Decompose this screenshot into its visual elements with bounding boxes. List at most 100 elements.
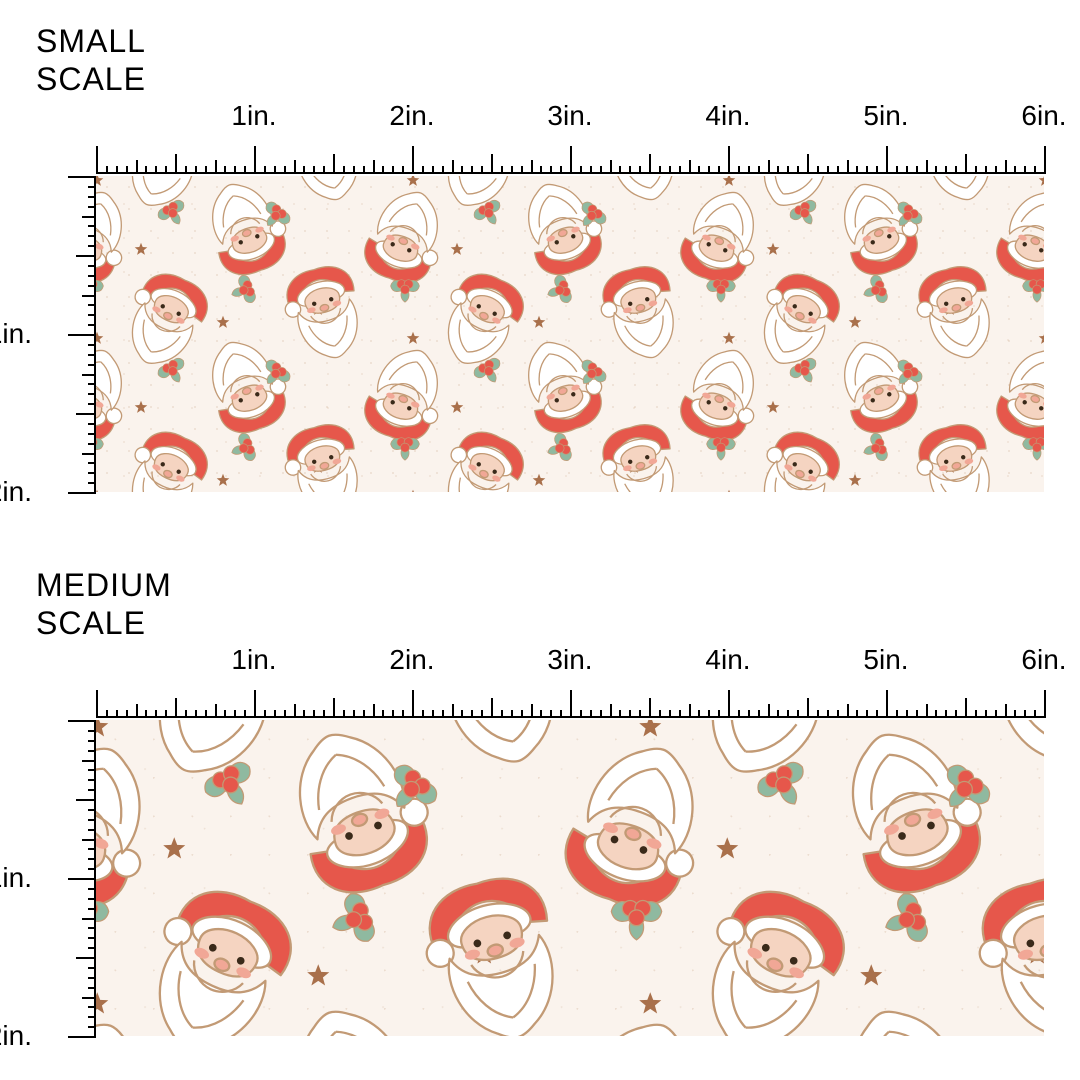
ruler-label: 2in. bbox=[0, 476, 32, 508]
ruler-tick bbox=[88, 740, 96, 742]
ruler-tick bbox=[82, 997, 96, 999]
ruler-tick bbox=[797, 710, 799, 718]
ruler-tick bbox=[935, 166, 937, 174]
ruler-tick bbox=[82, 760, 96, 762]
ruler-label: 2in. bbox=[389, 100, 434, 132]
ruler-tick bbox=[165, 710, 167, 718]
ruler-tick bbox=[136, 160, 138, 174]
santa-icon bbox=[538, 1010, 731, 1036]
ruler-tick bbox=[718, 710, 720, 718]
ruler-tick bbox=[758, 710, 760, 718]
ruler-label: 1in. bbox=[0, 862, 32, 894]
ruler-tick bbox=[244, 166, 246, 174]
ruler-label: 1in. bbox=[231, 644, 276, 676]
ruler-tick bbox=[274, 166, 276, 174]
ruler-tick bbox=[76, 255, 96, 257]
ruler-tick bbox=[432, 166, 434, 174]
ruler-tick bbox=[876, 166, 878, 174]
ruler-tick bbox=[88, 848, 96, 850]
ruler-tick bbox=[145, 166, 147, 174]
ruler-tick bbox=[294, 160, 296, 174]
ruler-tick bbox=[254, 690, 256, 718]
ruler-tick bbox=[155, 166, 157, 174]
holly-icon bbox=[96, 426, 107, 467]
ruler-label: 2in. bbox=[0, 1020, 32, 1052]
ruler-tick bbox=[136, 704, 138, 718]
holly-icon bbox=[96, 880, 115, 948]
ruler-tick bbox=[313, 710, 315, 718]
ruler-tick bbox=[817, 166, 819, 174]
ruler-tick bbox=[175, 154, 177, 174]
ruler-tick bbox=[1024, 166, 1026, 174]
ruler-tick bbox=[896, 710, 898, 718]
ruler-tick bbox=[540, 166, 542, 174]
ruler-tick bbox=[540, 710, 542, 718]
title-line-2: SCALE bbox=[36, 60, 146, 98]
ruler-tick bbox=[669, 166, 671, 174]
ruler-tick bbox=[856, 710, 858, 718]
ruler-tick bbox=[88, 225, 96, 227]
santa-icon bbox=[953, 720, 1044, 779]
ruler-tick bbox=[88, 393, 96, 395]
ruler-tick bbox=[945, 710, 947, 718]
ruler-tick bbox=[88, 1026, 96, 1028]
ruler-tick bbox=[244, 710, 246, 718]
ruler-tick bbox=[422, 710, 424, 718]
ruler-tick bbox=[88, 947, 96, 949]
ruler-tick bbox=[511, 166, 513, 174]
ruler-tick bbox=[807, 154, 809, 174]
ruler-tick bbox=[738, 710, 740, 718]
ruler-tick bbox=[373, 160, 375, 174]
ruler-tick bbox=[88, 472, 96, 474]
ruler-tick bbox=[88, 462, 96, 464]
ruler-tick bbox=[412, 146, 414, 174]
holly-icon bbox=[605, 880, 668, 948]
ruler-tick bbox=[610, 160, 612, 174]
ruler-tick bbox=[886, 690, 888, 718]
ruler-tick bbox=[234, 166, 236, 174]
ruler-tick bbox=[106, 710, 108, 718]
ruler-tick bbox=[264, 710, 266, 718]
ruler-tick bbox=[995, 166, 997, 174]
ruler-label: 5in. bbox=[863, 644, 908, 676]
holly-icon bbox=[96, 268, 107, 309]
ruler-tick bbox=[965, 698, 967, 718]
ruler-tick bbox=[205, 166, 207, 174]
ruler-tick bbox=[945, 166, 947, 174]
ruler-tick bbox=[195, 166, 197, 174]
ruler-tick bbox=[965, 154, 967, 174]
ruler-tick bbox=[708, 710, 710, 718]
ruler-tick bbox=[768, 160, 770, 174]
ruler-tick bbox=[768, 704, 770, 718]
ruler-tick bbox=[88, 285, 96, 287]
ruler-tick bbox=[550, 166, 552, 174]
ruler-tick bbox=[837, 166, 839, 174]
ruler-tick bbox=[995, 710, 997, 718]
ruler-label: 4in. bbox=[705, 644, 750, 676]
ruler-tick bbox=[866, 710, 868, 718]
ruler-tick bbox=[88, 750, 96, 752]
ruler-tick bbox=[106, 166, 108, 174]
ruler-tick bbox=[88, 314, 96, 316]
ruler-tick bbox=[224, 710, 226, 718]
santa-icon bbox=[953, 858, 1044, 1036]
ruler-tick bbox=[353, 166, 355, 174]
ruler-tick bbox=[215, 704, 217, 718]
ruler-tick bbox=[205, 710, 207, 718]
ruler-tick bbox=[82, 453, 96, 455]
fabric-swatch-small bbox=[96, 176, 1044, 492]
ruler-tick bbox=[906, 166, 908, 174]
ruler-tick bbox=[68, 492, 96, 494]
ruler-tick bbox=[975, 166, 977, 174]
ruler-tick bbox=[82, 216, 96, 218]
ruler-tick bbox=[639, 710, 641, 718]
holly-icon bbox=[703, 426, 739, 467]
santa-icon bbox=[270, 413, 380, 492]
ruler-tick bbox=[629, 710, 631, 718]
ruler-tick bbox=[916, 166, 918, 174]
ruler-tick bbox=[88, 443, 96, 445]
ruler-tick bbox=[738, 166, 740, 174]
ruler-tick bbox=[975, 710, 977, 718]
ruler-tick bbox=[619, 710, 621, 718]
ruler-tick bbox=[88, 927, 96, 929]
